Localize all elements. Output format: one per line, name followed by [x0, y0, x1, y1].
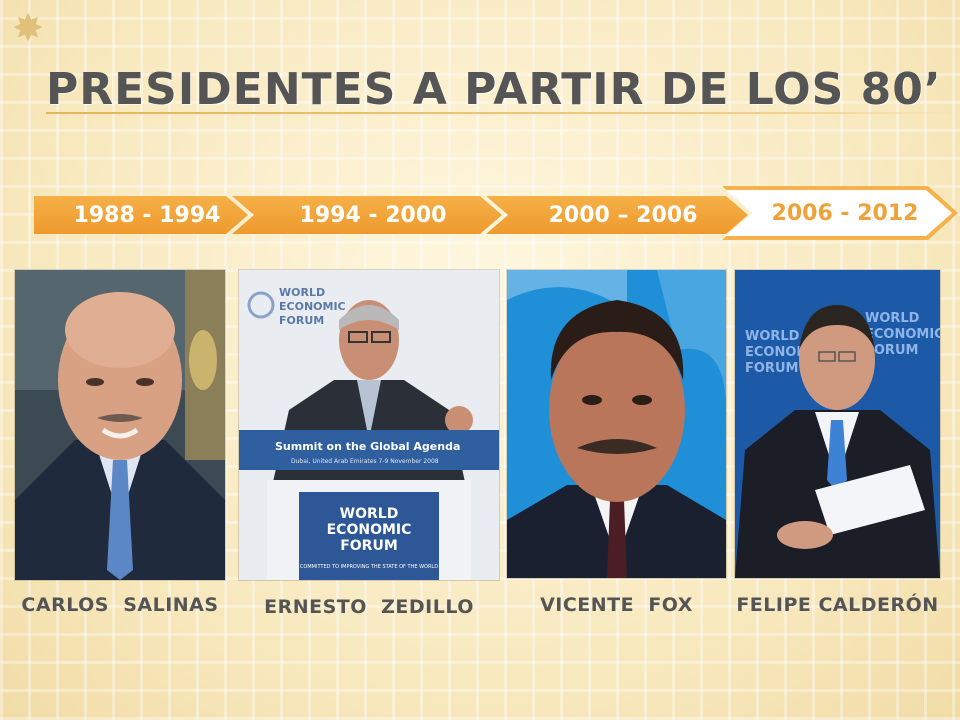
photo-vicente-fox [507, 270, 726, 578]
svg-text:FORUM: FORUM [279, 314, 324, 327]
timeline-segment-1994-2000: 1994 - 2000 [232, 196, 502, 234]
timeline-segment-2006-2012: 2006 - 2012 [726, 190, 952, 236]
svg-text:FORUM: FORUM [745, 361, 798, 376]
timeline-label: 2000 – 2006 [548, 202, 698, 228]
president-name-carlos-salinas: CARLOS SALINAS [21, 594, 219, 616]
timeline-label: 1988 - 1994 [73, 202, 221, 228]
svg-text:ECONOMIC: ECONOMIC [327, 522, 412, 538]
timeline: 1988 - 1994 1994 - 2000 2000 – 2006 2006… [0, 0, 960, 260]
president-name-ernesto-zedillo: ERNESTO ZEDILLO [264, 596, 474, 618]
photo-banner-text: Summit on the Global Agenda [275, 440, 460, 453]
svg-text:WORLD: WORLD [865, 311, 920, 326]
president-name-felipe-calderon: FELIPE CALDERÓN [736, 594, 939, 616]
timeline-label: 2006 - 2012 [771, 200, 919, 226]
photo-ernesto-zedillo: WORLD ECONOMIC FORUM Summit on the Globa… [239, 270, 499, 580]
photo-podium-tag: COMMITTED TO IMPROVING THE STATE OF THE … [300, 564, 438, 570]
timeline-segment-1988-1994: 1988 - 1994 [34, 196, 248, 234]
svg-text:ECONOMIC: ECONOMIC [279, 300, 346, 313]
star-bullet-icon: ✸ [12, 6, 44, 50]
photo-felipe-calderon: WORLD ECONOMIC FORUM WORLD ECONOMIC FORU… [735, 270, 940, 578]
svg-text:WORLD: WORLD [279, 286, 325, 299]
svg-text:WORLD: WORLD [340, 506, 399, 522]
svg-text:FORUM: FORUM [340, 538, 398, 554]
timeline-segment-2000-2006: 2000 – 2006 [486, 196, 748, 234]
photo-banner-subtext: Dubai, United Arab Emirates 7-9 November… [291, 458, 439, 465]
photo-carlos-salinas [15, 270, 225, 580]
president-name-vicente-fox: VICENTE FOX [540, 594, 693, 616]
timeline-label: 1994 - 2000 [299, 202, 447, 228]
svg-text:FORUM: FORUM [865, 343, 918, 358]
title-underline [46, 112, 960, 114]
slide-title: PRESIDENTES A PARTIR DE LOS 80’ [46, 64, 942, 115]
svg-text:WORLD: WORLD [745, 329, 800, 344]
svg-text:ECONOMIC: ECONOMIC [865, 327, 940, 342]
